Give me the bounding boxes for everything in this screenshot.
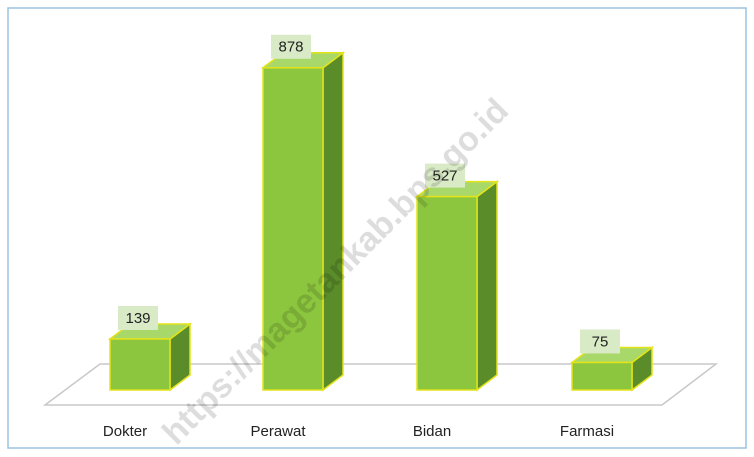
bar-side <box>476 180 498 392</box>
bar-front <box>571 361 633 391</box>
value-label-box <box>271 34 311 59</box>
bar-side <box>322 51 344 392</box>
value-label-box <box>425 163 465 188</box>
value-label-box <box>580 329 620 354</box>
value-label: 527 <box>432 168 457 185</box>
value-label: 139 <box>125 310 150 327</box>
value-label-box <box>118 305 158 330</box>
x-tick-label: Perawat <box>250 423 306 440</box>
value-label: 75 <box>592 333 609 350</box>
x-tick-label: Farmasi <box>560 423 614 440</box>
x-tick-label: Dokter <box>103 423 147 440</box>
bar-front <box>416 195 478 391</box>
bar <box>414 180 500 392</box>
bar <box>260 51 346 392</box>
bar-front <box>109 338 171 391</box>
bars: 139 Dokter 878 Perawat 527 Bidan 75 Farmasi <box>103 34 655 440</box>
bar <box>569 345 655 392</box>
floor <box>42 363 719 406</box>
x-tick-label: Bidan <box>413 423 451 440</box>
bar <box>107 322 193 392</box>
bar-front <box>262 67 324 391</box>
value-label: 878 <box>278 39 303 56</box>
